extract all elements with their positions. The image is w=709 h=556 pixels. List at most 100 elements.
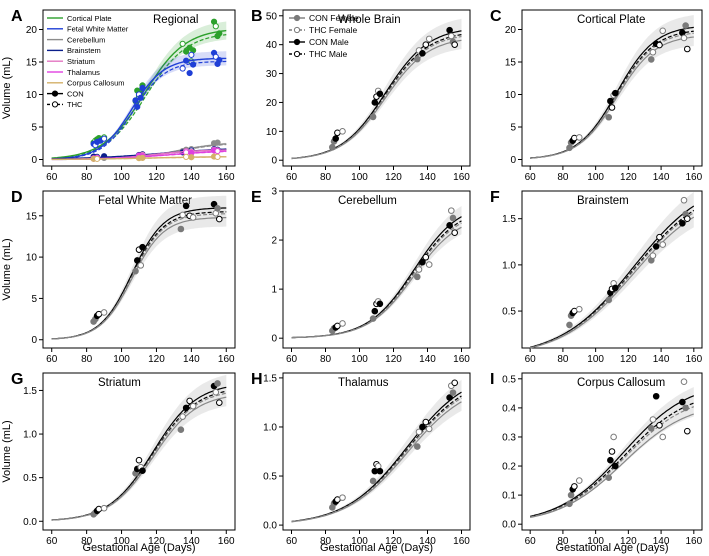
x-tick-label: 100	[351, 536, 368, 547]
data-point	[680, 378, 688, 386]
x-tick-label: 120	[385, 354, 402, 365]
data-point	[683, 427, 691, 435]
y-tick-label: 5	[31, 294, 37, 305]
x-tick-label: 160	[685, 536, 702, 547]
data-point	[649, 48, 657, 56]
x-tick-label: 120	[148, 536, 165, 547]
x-axis-label: Gestational Age (Days)	[82, 542, 195, 554]
data-point	[188, 51, 195, 58]
data-point	[214, 153, 221, 160]
x-tick-label: 80	[81, 172, 93, 183]
x-tick-label: 60	[286, 354, 298, 365]
y-tick-label: 0.3	[502, 432, 516, 443]
y-tick-label: 2	[271, 236, 277, 247]
data-point	[371, 307, 379, 315]
series-band	[51, 21, 227, 159]
legend-swatch-marker	[293, 38, 301, 46]
y-tick-label: 0.0	[502, 520, 516, 531]
data-point	[611, 462, 619, 470]
x-tick-label: 80	[320, 172, 332, 183]
curve-thc-female	[530, 212, 695, 349]
curve-con-female	[291, 401, 462, 523]
legend-label: THC	[67, 100, 83, 109]
data-point	[571, 483, 578, 490]
data-point	[134, 103, 141, 110]
x-tick-label: 120	[620, 536, 637, 547]
x-tick-label: 160	[453, 172, 470, 183]
x-tick-label: 60	[46, 354, 58, 365]
data-point	[419, 50, 426, 57]
data-point	[414, 443, 421, 450]
y-tick-label: 20	[266, 98, 278, 109]
data-point	[329, 143, 336, 151]
panel-e: 60 80 100 120 140 160 0 1 2 3E Cerebellum	[251, 187, 471, 365]
y-tick-label: 0.5	[502, 374, 516, 385]
panel-title: Corpus Callosum	[577, 377, 665, 389]
x-tick-label: 140	[653, 172, 670, 183]
y-tick-label: 10	[266, 127, 278, 138]
data-point	[183, 153, 190, 160]
x-tick-label: 140	[183, 172, 200, 183]
data-point	[137, 262, 145, 269]
data-point	[371, 99, 379, 106]
data-point	[214, 139, 221, 146]
data-point	[607, 456, 614, 464]
legend-label: THC Male	[309, 49, 348, 59]
data-point	[425, 35, 433, 43]
x-tick-label: 160	[218, 172, 235, 183]
data-point	[647, 424, 655, 432]
data-point	[422, 253, 430, 261]
data-point	[575, 134, 583, 141]
data-point	[647, 56, 655, 63]
y-tick-label: 50	[266, 11, 278, 22]
x-tick-label: 140	[183, 536, 200, 547]
data-point	[183, 57, 190, 64]
x-tick-label: 100	[113, 172, 130, 183]
panel-title: Cerebellum	[338, 195, 397, 207]
x-tick-label: 60	[286, 536, 298, 547]
y-axis-label: Volume (mL)	[1, 238, 13, 300]
data-point	[186, 69, 193, 77]
x-tick-label: 120	[148, 354, 165, 365]
data-point	[139, 243, 146, 251]
data-point	[680, 34, 688, 42]
data-point	[679, 398, 686, 406]
data-point	[179, 40, 186, 47]
x-tick-label: 100	[587, 354, 604, 365]
panel-letter: G	[11, 371, 23, 388]
legend-label: Corpus Callosum	[67, 79, 125, 88]
data-point	[422, 41, 430, 48]
x-tick-label: 160	[218, 354, 235, 365]
x-tick-label: 160	[453, 536, 470, 547]
panel-title: Cortical Plate	[577, 14, 645, 26]
data-point	[649, 252, 657, 259]
data-point	[100, 135, 108, 142]
panel-c: 60 80 100 120 140 160 0 5 10 15 20C Cortical Plate	[490, 8, 703, 183]
data-point	[679, 220, 686, 227]
curve-thc-female	[291, 35, 462, 160]
data-point	[376, 467, 384, 475]
panel-title: Striatum	[98, 377, 141, 389]
data-point	[100, 504, 108, 512]
data-point	[376, 300, 384, 308]
data-point	[215, 399, 223, 406]
data-point	[216, 30, 223, 37]
data-point	[139, 467, 146, 474]
plot-frame	[282, 372, 471, 531]
data-point	[656, 422, 663, 429]
y-tick-label: 15	[505, 58, 517, 69]
plot-frame	[282, 190, 471, 349]
x-tick-label: 140	[653, 354, 670, 365]
x-tick-label: 160	[685, 354, 702, 365]
panel-letter: A	[11, 8, 23, 25]
panel-i: 60 80 100 120 140 160 0.0 0.1 0.2 0.3 0.4 0.5 I Corpu…	[490, 371, 703, 547]
curve-con-female	[291, 226, 462, 339]
curve-thc-female	[51, 213, 227, 340]
data-point	[369, 315, 377, 322]
legend-swatch-marker	[51, 90, 59, 97]
series-line-thc	[51, 60, 227, 160]
x-tick-label: 100	[351, 354, 368, 365]
confidence-band	[291, 379, 462, 522]
curve-con-female	[291, 39, 462, 160]
